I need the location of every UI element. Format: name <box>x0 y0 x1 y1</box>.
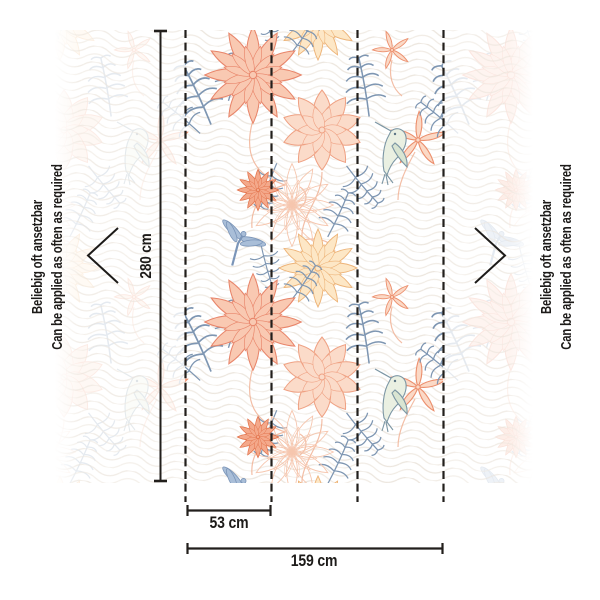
height-dimension-label: 280 cm <box>138 233 155 279</box>
repeat-fade-overlay <box>55 30 533 483</box>
panel-separator-dashed-lines <box>184 30 445 502</box>
total-width-dimension-label: 159 cm <box>290 552 338 570</box>
total-width-measure-line <box>186 543 444 554</box>
side-note-right: Beliebig oft ansetzbar Can be applied as… <box>537 144 577 370</box>
height-measure-line <box>154 29 167 483</box>
panel-width-measure-line <box>186 505 272 516</box>
chevron-right-icon <box>474 227 507 284</box>
side-note-left-de: Beliebig oft ansetzbar <box>30 199 46 315</box>
panel-width-dimension-label: 53 cm <box>209 514 249 532</box>
side-note-left-en: Can be applied as often as required <box>50 164 66 350</box>
chevron-left-icon <box>86 227 119 284</box>
side-note-right-de: Beliebig oft ansetzbar <box>539 199 555 315</box>
side-note-right-en: Can be applied as often as required <box>559 164 575 350</box>
wallpaper-preview <box>55 30 533 483</box>
side-note-left: Beliebig oft ansetzbar Can be applied as… <box>28 144 68 370</box>
